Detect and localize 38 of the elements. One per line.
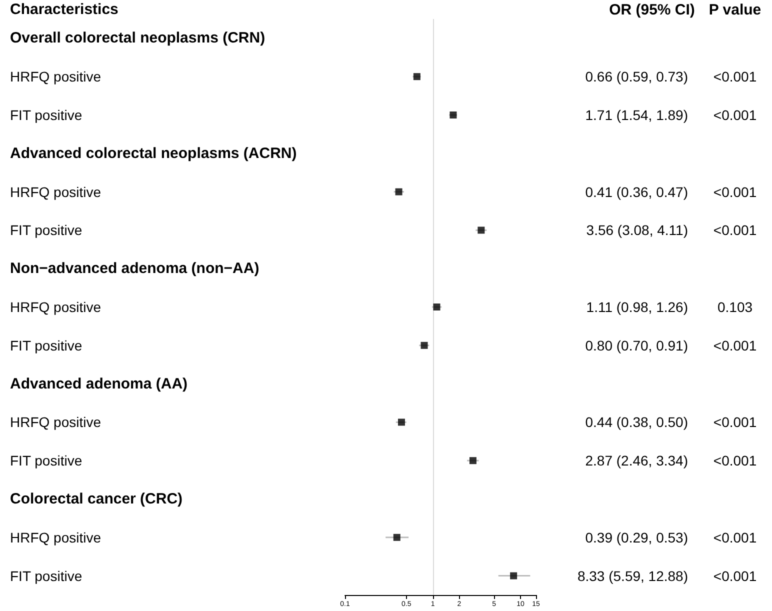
text: <0.001	[713, 222, 757, 238]
data-label: 1.71 (1.54, 1.89)	[585, 107, 688, 123]
text: OR (95% CI)	[609, 2, 695, 18]
text: <0.001	[713, 452, 757, 469]
data-label: 0.66 (0.59, 0.73)	[585, 68, 688, 85]
text: 0.103	[717, 299, 753, 315]
data-label: 0.80 (0.70, 0.91)	[585, 337, 688, 354]
y-tick-label: Overall colorectal neoplasms (CRN)	[10, 30, 266, 47]
text: <0.001	[713, 68, 757, 85]
y-tick-label: FIT positive	[10, 568, 82, 584]
text: <0.001	[713, 107, 757, 123]
data-label: 0.41 (0.36, 0.47)	[585, 184, 688, 200]
y-tick-label: HRFQ positive	[10, 414, 102, 430]
text: <0.001	[713, 184, 757, 200]
data-label: 3.56 (3.08, 4.11)	[586, 222, 688, 238]
y-tick-label: HRFQ positive	[10, 299, 102, 315]
y-tick-label: FIT positive	[10, 222, 82, 238]
y-axis-title: Characteristics	[10, 1, 118, 18]
text: P value	[708, 2, 762, 18]
y-tick-label: Non−advanced adenoma (non−AA)	[10, 260, 260, 278]
y-tick-label: FIT positive	[10, 452, 82, 469]
data-label: 0.39 (0.29, 0.53)	[585, 529, 688, 546]
text: <0.001	[713, 337, 757, 354]
y-tick-label: HRFQ positive	[10, 68, 102, 85]
y-tick-label: Colorectal cancer (CRC)	[10, 490, 183, 508]
data-label: 0.44 (0.38, 0.50)	[585, 414, 688, 430]
y-tick-label: Advanced colorectal neoplasms (ACRN)	[10, 144, 297, 162]
y-tick-label: HRFQ positive	[10, 529, 102, 546]
data-label: 1.11 (0.98, 1.26)	[586, 299, 688, 315]
text: <0.001	[713, 529, 757, 546]
data-label: 2.87 (2.46, 3.34)	[585, 452, 688, 469]
data-label: 8.33 (5.59, 12.88)	[577, 568, 688, 584]
y-tick-label: Advanced adenoma (AA)	[10, 375, 188, 392]
y-tick-label: FIT positive	[10, 337, 82, 354]
text: <0.001	[713, 568, 757, 584]
y-tick-label: FIT positive	[10, 107, 82, 123]
text: <0.001	[713, 414, 757, 430]
y-tick-label: HRFQ positive	[10, 184, 102, 200]
